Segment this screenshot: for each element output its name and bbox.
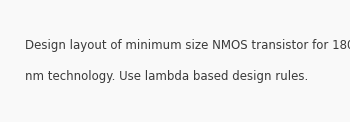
Text: Design layout of minimum size NMOS transistor for 180: Design layout of minimum size NMOS trans… [25,39,350,52]
Text: nm technology. Use lambda based design rules.: nm technology. Use lambda based design r… [25,70,308,83]
